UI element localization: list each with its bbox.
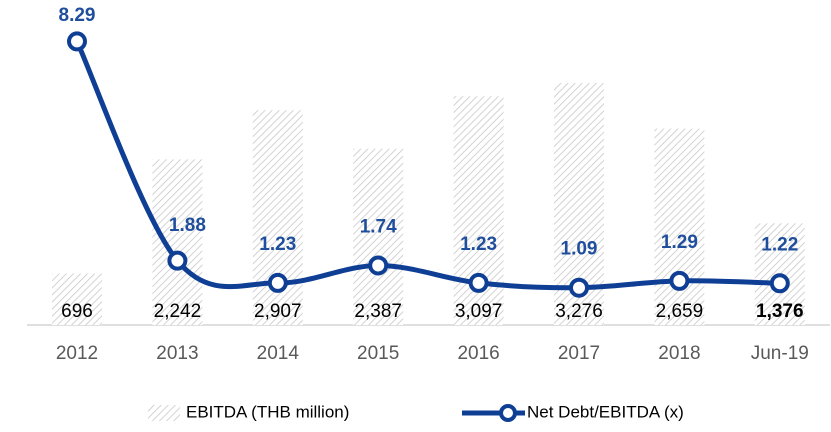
- line-value-label: 1.09: [561, 239, 598, 260]
- bar: [152, 159, 203, 325]
- bar: [654, 128, 705, 325]
- x-tick-label: 2016: [457, 343, 499, 364]
- bar-value-label: 696: [61, 301, 93, 322]
- line-marker: [67, 31, 87, 52]
- bar-value-label: 3,097: [455, 301, 503, 322]
- line-value-label: 1.29: [661, 232, 698, 253]
- x-tick-label: 2017: [558, 343, 600, 364]
- bar: [353, 148, 404, 325]
- line-value-label: 8.29: [59, 5, 96, 26]
- line-value-label: 1.23: [460, 234, 497, 255]
- line-marker: [669, 270, 690, 291]
- line-marker: [769, 273, 790, 294]
- line-value-label: 1.88: [169, 215, 206, 236]
- line-value-label: 1.23: [259, 234, 296, 255]
- x-tick-label: 2018: [658, 343, 700, 364]
- legend-label: Net Debt/EBITDA (x): [527, 402, 684, 421]
- x-tick-label: 2013: [156, 343, 198, 364]
- line-marker: [368, 255, 389, 276]
- x-tick-label: 2015: [357, 343, 399, 364]
- legend-swatch: [499, 404, 517, 422]
- line-marker: [167, 250, 188, 271]
- x-tick-label: 2012: [56, 343, 98, 364]
- bar: [52, 273, 102, 325]
- bar-value-label: 2,659: [656, 301, 704, 322]
- legend-label: EBITDA (THB million): [186, 402, 349, 421]
- bar-value-label: 2,907: [254, 301, 302, 322]
- line-marker: [569, 277, 589, 298]
- bar-value-label: 2,387: [354, 301, 402, 322]
- legend-swatch: [148, 405, 180, 421]
- x-tick-label: 2014: [257, 343, 300, 364]
- line-value-label: 1.74: [360, 216, 397, 237]
- x-tick-label: Jun-19: [751, 343, 809, 364]
- bar-value-label: 1,376: [756, 301, 804, 322]
- line-value-label: 1.22: [761, 234, 798, 255]
- line-marker: [468, 272, 489, 293]
- line-marker: [267, 272, 288, 293]
- bar-value-label: 3,276: [555, 301, 603, 322]
- bar-value-label: 2,242: [154, 301, 202, 322]
